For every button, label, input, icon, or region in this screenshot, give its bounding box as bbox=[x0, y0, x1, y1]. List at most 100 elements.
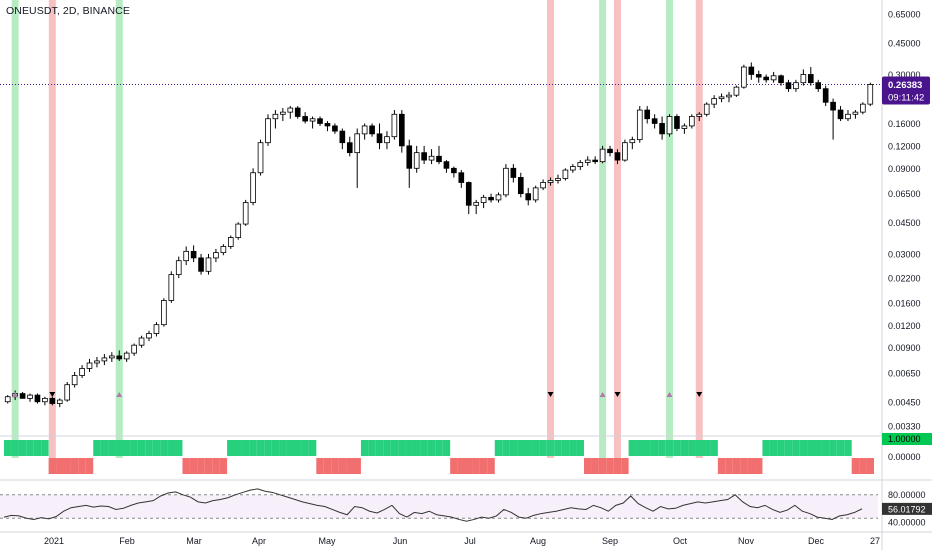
indicator-bar-up bbox=[93, 440, 101, 456]
signal-band-sell bbox=[48, 436, 56, 458]
candle-body bbox=[689, 116, 695, 127]
indicator-bar-down bbox=[613, 458, 622, 474]
time-label: Jul bbox=[464, 536, 476, 546]
indicator-bar-up bbox=[710, 440, 718, 456]
price-tick: 0.45000 bbox=[888, 38, 921, 48]
price-tick: 0.02200 bbox=[888, 274, 921, 284]
last-price-label: 0.26383 bbox=[888, 80, 922, 91]
indicator-bar-up bbox=[442, 440, 451, 456]
indicator-bar-up bbox=[18, 440, 27, 456]
time-label: Aug bbox=[530, 536, 546, 546]
candle-body bbox=[369, 125, 375, 135]
indicator-bar-up bbox=[628, 440, 637, 456]
candle-body bbox=[614, 152, 621, 161]
indicator-bar-up bbox=[792, 440, 800, 456]
candle-body bbox=[644, 109, 651, 120]
candle-body bbox=[480, 196, 487, 203]
candle-body bbox=[339, 130, 346, 144]
indicator-bar-up bbox=[829, 440, 837, 456]
candle-body bbox=[205, 257, 212, 272]
indicator-bar-down bbox=[584, 458, 592, 474]
candle-body bbox=[280, 111, 286, 115]
signal-band-buy bbox=[11, 0, 19, 436]
candle-body bbox=[94, 360, 100, 364]
indicator-bar-up bbox=[271, 440, 280, 456]
candle-body bbox=[346, 142, 353, 154]
candle-body bbox=[376, 133, 383, 144]
time-label: Oct bbox=[673, 536, 688, 546]
candle-body bbox=[220, 246, 227, 254]
price-tick: 0.00900 bbox=[888, 343, 921, 353]
signal-band-buy bbox=[115, 0, 123, 436]
time-label: Apr bbox=[252, 536, 266, 546]
candle-body bbox=[123, 352, 130, 360]
candle-body bbox=[49, 397, 56, 404]
indicator-tick: 1.00000 bbox=[888, 434, 921, 444]
candle-body bbox=[101, 357, 108, 362]
candle-body bbox=[287, 107, 294, 113]
indicator-bar-down bbox=[323, 458, 332, 474]
indicator-bar-up bbox=[844, 440, 852, 456]
indicator-bar-down bbox=[63, 458, 71, 474]
indicator-bar-up bbox=[398, 440, 406, 456]
indicator-bar-down bbox=[851, 458, 860, 474]
candle-body bbox=[733, 86, 740, 96]
price-tick: 0.04500 bbox=[888, 218, 921, 228]
buy-arrow-icon bbox=[599, 392, 606, 397]
price-tick: 0.00330 bbox=[888, 421, 921, 431]
candle-body bbox=[867, 84, 874, 105]
candle-body bbox=[592, 159, 598, 163]
candle-body bbox=[116, 355, 123, 360]
candle-body bbox=[830, 101, 836, 111]
candle-body bbox=[354, 133, 361, 154]
candle-body bbox=[399, 113, 405, 147]
candle-body bbox=[324, 123, 331, 127]
indicator-bar-up bbox=[502, 440, 510, 456]
indicator-bar-up bbox=[137, 440, 146, 456]
candle-body bbox=[465, 182, 472, 206]
indicator-bar-down bbox=[732, 458, 741, 474]
candle-body bbox=[785, 82, 792, 90]
indicator-bar-down bbox=[189, 458, 198, 474]
candle-body bbox=[27, 394, 33, 399]
time-label: Dec bbox=[808, 536, 825, 546]
indicator-bar-up bbox=[145, 440, 153, 456]
indicator-bar-up bbox=[569, 440, 577, 456]
indicator-bar-down bbox=[472, 458, 480, 474]
candle-body bbox=[517, 177, 524, 195]
indicator-bar-up bbox=[152, 440, 161, 456]
indicator-bar-up bbox=[524, 440, 532, 456]
candle-body bbox=[42, 397, 48, 403]
candle-body bbox=[4, 396, 11, 403]
candle-body bbox=[64, 384, 71, 401]
candle-body bbox=[763, 76, 769, 81]
time-label: 2021 bbox=[44, 536, 64, 546]
candle-body bbox=[718, 96, 725, 100]
indicator-bar-up bbox=[264, 440, 272, 456]
time-label: May bbox=[318, 536, 336, 546]
candle-body bbox=[562, 169, 569, 179]
candle-body bbox=[265, 118, 271, 144]
signal-band-sell bbox=[695, 0, 703, 436]
candle-body bbox=[510, 167, 517, 178]
indicator-bar-down bbox=[866, 458, 874, 474]
indicator-bar-up bbox=[576, 440, 584, 456]
indicator-bar-up bbox=[650, 440, 659, 456]
price-tick: 0.03000 bbox=[888, 249, 921, 259]
price-tick: 0.30000 bbox=[888, 70, 921, 80]
indicator-bar-down bbox=[479, 458, 488, 474]
indicator-bar-down bbox=[450, 458, 458, 474]
indicator-bar-up bbox=[762, 440, 770, 456]
indicator-bar-up bbox=[100, 440, 109, 456]
indicator-bar-down bbox=[78, 458, 86, 474]
symbol-title: ONEUSDT, 2D, BINANCE bbox=[6, 5, 130, 17]
indicator-bar-up bbox=[658, 440, 666, 456]
candle-body bbox=[629, 139, 636, 144]
candle-body bbox=[495, 194, 502, 201]
indicator-bar-up bbox=[390, 440, 399, 456]
indicator-bar-up bbox=[301, 440, 309, 456]
indicator-bar-down bbox=[331, 458, 339, 474]
price-tick: 0.01200 bbox=[888, 321, 921, 331]
candle-body bbox=[294, 107, 301, 117]
time-label: 27 bbox=[870, 536, 880, 546]
